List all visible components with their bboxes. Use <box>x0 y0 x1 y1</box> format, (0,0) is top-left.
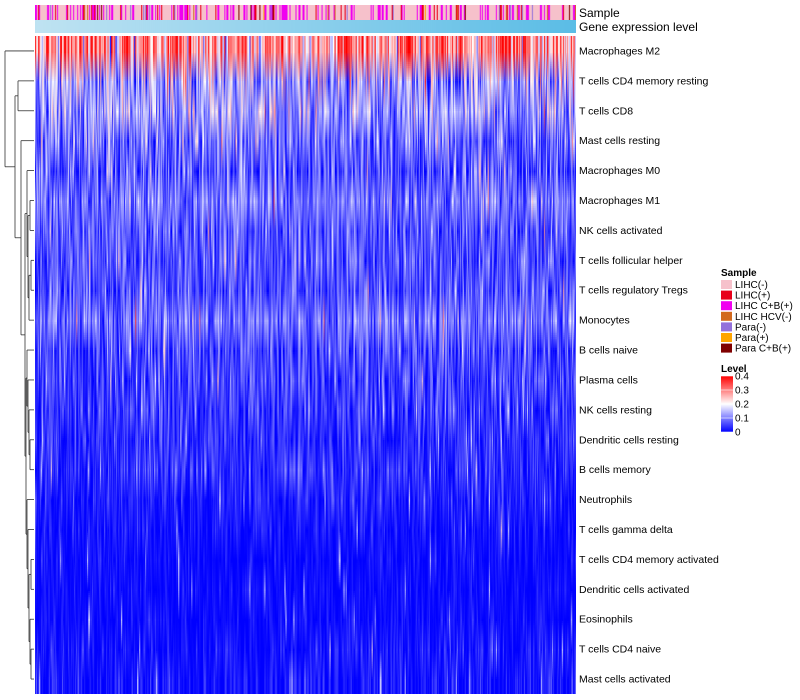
row-label: Mast cells resting <box>579 135 660 147</box>
row-labels: Macrophages M2 T cells CD4 memory resting… <box>579 46 719 686</box>
level-legend-title: Level <box>721 364 747 375</box>
row-label: Dendritic cells activated <box>579 584 689 596</box>
row-label: Plasma cells <box>579 375 638 387</box>
row-label: Macrophages M1 <box>579 195 660 207</box>
row-label: T cells CD4 memory resting <box>579 75 708 87</box>
row-label: B cells naive <box>579 345 638 357</box>
row-label: Neutrophils <box>579 494 632 506</box>
row-label: T cells CD4 memory activated <box>579 554 719 566</box>
row-label: NK cells activated <box>579 225 663 237</box>
sample-legend-title: Sample <box>721 268 757 279</box>
sample-legend-swatch <box>721 290 732 300</box>
row-label: T cells regulatory Tregs <box>579 285 688 297</box>
row-label: Macrophages M0 <box>579 165 660 177</box>
sample-legend-swatch <box>721 301 732 311</box>
row-dendrogram <box>4 50 34 680</box>
row-label: Macrophages M2 <box>579 46 660 58</box>
row-label: T cells CD8 <box>579 105 633 117</box>
row-label: Eosinophils <box>579 614 633 626</box>
sample-legend-swatch <box>721 343 732 353</box>
sample-legend: Sample LIHC(-)LIHC(+)LIHC C+B(+)LIHC HCV… <box>721 268 793 355</box>
annotation-label-sample: Sample <box>579 6 620 20</box>
sample-legend-swatch <box>721 280 732 289</box>
level-tick-label: 0.1 <box>735 414 749 425</box>
sample-legend-label: Para(+) <box>735 333 769 344</box>
row-label: B cells memory <box>579 464 652 476</box>
sample-legend-label: LIHC(+) <box>735 291 770 302</box>
sample-legend-swatch <box>721 322 732 332</box>
level-tick-label: 0 <box>735 428 741 439</box>
row-label: Dendritic cells resting <box>579 434 679 446</box>
sample-legend-swatch <box>721 311 732 321</box>
sample-legend-label: Para C+B(+) <box>735 344 791 355</box>
level-legend: Level 0.4 0.3 0.2 0.1 0 <box>721 364 749 439</box>
level-tick-label: 0.3 <box>735 386 749 397</box>
level-tick-label: 0.4 <box>735 372 749 383</box>
sample-legend-swatch <box>721 333 732 342</box>
row-label: NK cells resting <box>579 404 652 416</box>
heatmap-cells <box>35 36 576 694</box>
row-label: T cells gamma delta <box>579 524 673 536</box>
sample-legend-label: LIHC C+B(+) <box>735 301 793 312</box>
sample-legend-label: LIHC HCV(-) <box>735 312 792 323</box>
row-label: T cells follicular helper <box>579 255 683 267</box>
row-label: Mast cells activated <box>579 674 671 686</box>
sample-legend-label: LIHC(-) <box>735 280 768 291</box>
sample-annotation-bar <box>35 5 576 20</box>
level-tick-label: 0.2 <box>735 400 749 411</box>
expression-level-bar <box>35 20 576 33</box>
sample-legend-label: Para(-) <box>735 322 766 333</box>
row-label: Monocytes <box>579 315 630 327</box>
annotation-label-expression: Gene expression level <box>579 20 698 34</box>
row-label: T cells CD4 naive <box>579 644 661 656</box>
